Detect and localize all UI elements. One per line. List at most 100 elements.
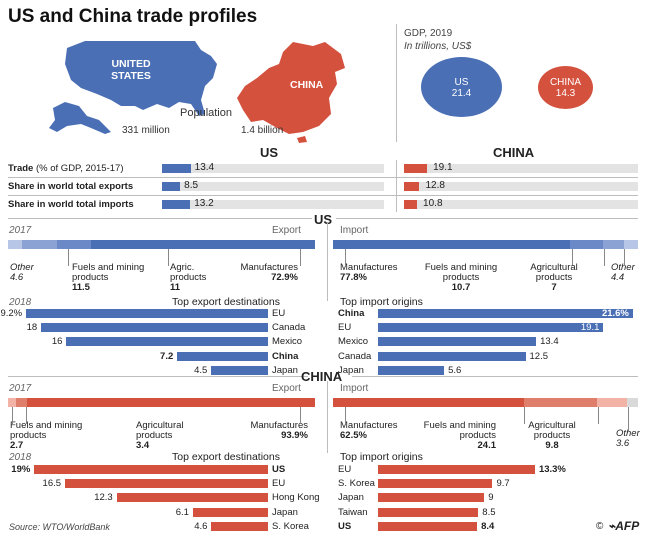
us-export-seg bbox=[91, 240, 316, 249]
china-import-seg bbox=[597, 398, 628, 407]
china-export-label: Export bbox=[272, 383, 301, 394]
us-import-label-name: Fuels and mining products bbox=[424, 262, 498, 283]
us-import-orig-value: 5.6 bbox=[448, 364, 462, 376]
china-export-label-value: 93.9% bbox=[281, 430, 308, 441]
us-import-leader bbox=[345, 249, 346, 266]
summary-china-track: 19.1 bbox=[404, 162, 638, 173]
summary-china-value: 12.8 bbox=[425, 180, 445, 191]
china-import-label-value: 3.6 bbox=[616, 438, 630, 449]
us-export-dest-value: 4.5 bbox=[194, 364, 208, 376]
summary-china-track: 12.8 bbox=[404, 180, 638, 191]
china-export-stack bbox=[8, 398, 316, 407]
china-year-2017: 2017 bbox=[9, 383, 32, 394]
us-import-orig-name: Canada bbox=[338, 350, 372, 362]
summary-us-bar bbox=[162, 182, 181, 191]
summary-row-rule bbox=[8, 177, 638, 178]
us-import-leader bbox=[624, 249, 625, 266]
us-year-2017: 2017 bbox=[9, 225, 32, 236]
china-import-orig-bar bbox=[378, 507, 479, 517]
us-gdp-text: US 21.4 bbox=[451, 77, 472, 99]
summary-us-value: 13.4 bbox=[194, 162, 215, 173]
china-map-icon bbox=[237, 42, 345, 143]
china-import-orig-value: 13.3% bbox=[538, 464, 566, 475]
summary-us-value: 8.5 bbox=[184, 180, 199, 191]
us-export-label-value: 72.9% bbox=[271, 272, 298, 283]
summary-china-value: 19.1 bbox=[433, 162, 453, 173]
china-export-dest-bar bbox=[65, 479, 268, 489]
us-export-leader bbox=[168, 249, 169, 266]
source-note: Source: WTO/WorldBank bbox=[9, 522, 110, 532]
us-export-dest-value: 7.2 bbox=[160, 350, 174, 362]
us-export-dest-name: EU bbox=[272, 308, 286, 319]
us-export-leader bbox=[68, 249, 69, 266]
summary-us-track: 13.4 bbox=[162, 162, 384, 173]
us-import-orig-name: China bbox=[338, 308, 365, 319]
china-export-label: Agricultural products 3.4 bbox=[136, 421, 206, 451]
us-import-orig-value: 21.6% bbox=[601, 308, 629, 319]
china-import-leader bbox=[598, 407, 599, 424]
china-import-label: Fuels and mining products 24.1 bbox=[408, 421, 496, 451]
us-export-label-name: Agric. products bbox=[170, 262, 207, 283]
us-section-header: US bbox=[314, 212, 333, 227]
us-export-label: Manufactures 72.9% bbox=[218, 263, 298, 283]
us-export-label-name: Other bbox=[10, 262, 34, 273]
china-import-label-name: Manufactures bbox=[340, 420, 398, 431]
us-export-dest-bar bbox=[211, 365, 268, 375]
china-export-label-value: 2.7 bbox=[10, 440, 24, 451]
china-section-rule-left bbox=[8, 376, 308, 377]
us-export-dest-name: Canada bbox=[272, 322, 306, 334]
summary-china-value: 10.8 bbox=[423, 198, 443, 209]
china-export-leader bbox=[12, 407, 13, 424]
china-import-leader bbox=[345, 407, 346, 424]
us-import-label: Manufactures 77.8% bbox=[340, 263, 420, 283]
us-import-seg bbox=[333, 240, 571, 249]
us-import-leader bbox=[572, 249, 573, 266]
us-import-label-value: 7 bbox=[551, 282, 557, 293]
china-import-orig-bar bbox=[378, 521, 478, 531]
china-import-leader bbox=[628, 407, 629, 432]
china-import-label: Import bbox=[340, 383, 369, 394]
us-export-seg bbox=[8, 240, 23, 249]
china-import-orig-name: Taiwan bbox=[338, 506, 368, 518]
china-composition-divider bbox=[327, 381, 328, 453]
china-import-orig-name: US bbox=[338, 520, 352, 532]
china-import-label-value: 62.5% bbox=[340, 430, 367, 441]
us-export-leader bbox=[300, 249, 301, 266]
china-import-label-name: Other bbox=[616, 428, 640, 439]
summary-row-label-main: Share in world total imports bbox=[8, 199, 134, 210]
china-gdp-bubble bbox=[538, 66, 593, 109]
china-population: 1.4 billion bbox=[241, 125, 284, 136]
us-import-orig-name: EU bbox=[338, 322, 352, 334]
china-section-header: CHINA bbox=[301, 369, 343, 384]
china-import-seg bbox=[627, 398, 639, 407]
afp-logo: ⌁AFP bbox=[608, 519, 640, 533]
china-export-label-value: 3.4 bbox=[136, 440, 150, 451]
china-export-label-name: Agricultural products bbox=[136, 420, 184, 441]
summary-row-label: Share in world total exports bbox=[8, 181, 133, 192]
china-export-dest-value: 16.5 bbox=[42, 478, 62, 490]
china-import-orig-value: 9.7 bbox=[496, 478, 510, 490]
china-import-label-value: 9.8 bbox=[545, 440, 559, 451]
china-export-dest-bar bbox=[211, 521, 268, 531]
china-export-dest-value: 19% bbox=[11, 464, 31, 475]
us-import-orig-value: 13.4 bbox=[540, 336, 559, 348]
china-export-dest-value: 4.6 bbox=[194, 520, 208, 532]
china-export-label: Manufactures 93.9% bbox=[228, 421, 308, 441]
us-gdp-bubble bbox=[421, 57, 502, 117]
summary-divider bbox=[396, 160, 397, 212]
us-export-dest-name: China bbox=[272, 350, 299, 362]
us-export-dest-bar bbox=[41, 323, 268, 333]
summary-row-label: Trade (% of GDP, 2015-17) bbox=[8, 163, 123, 174]
us-import-label-name: Agricultural products bbox=[530, 262, 578, 283]
china-export-dest-bar bbox=[192, 507, 268, 517]
us-export-dest-bar bbox=[177, 351, 268, 361]
us-map-label: UNITED STATES bbox=[111, 58, 151, 82]
summary-china-track: 10.8 bbox=[404, 198, 638, 209]
us-import-orig-value: 19.1 bbox=[580, 322, 600, 334]
us-map-icon bbox=[49, 41, 217, 134]
china-export-dest-bar bbox=[116, 493, 268, 503]
us-export-dest-name: Mexico bbox=[272, 336, 303, 348]
china-export-dest-name: Hong Kong bbox=[272, 492, 320, 504]
us-export-label: Export bbox=[272, 225, 301, 236]
china-export-dest-title: Top export destinations bbox=[172, 451, 280, 463]
